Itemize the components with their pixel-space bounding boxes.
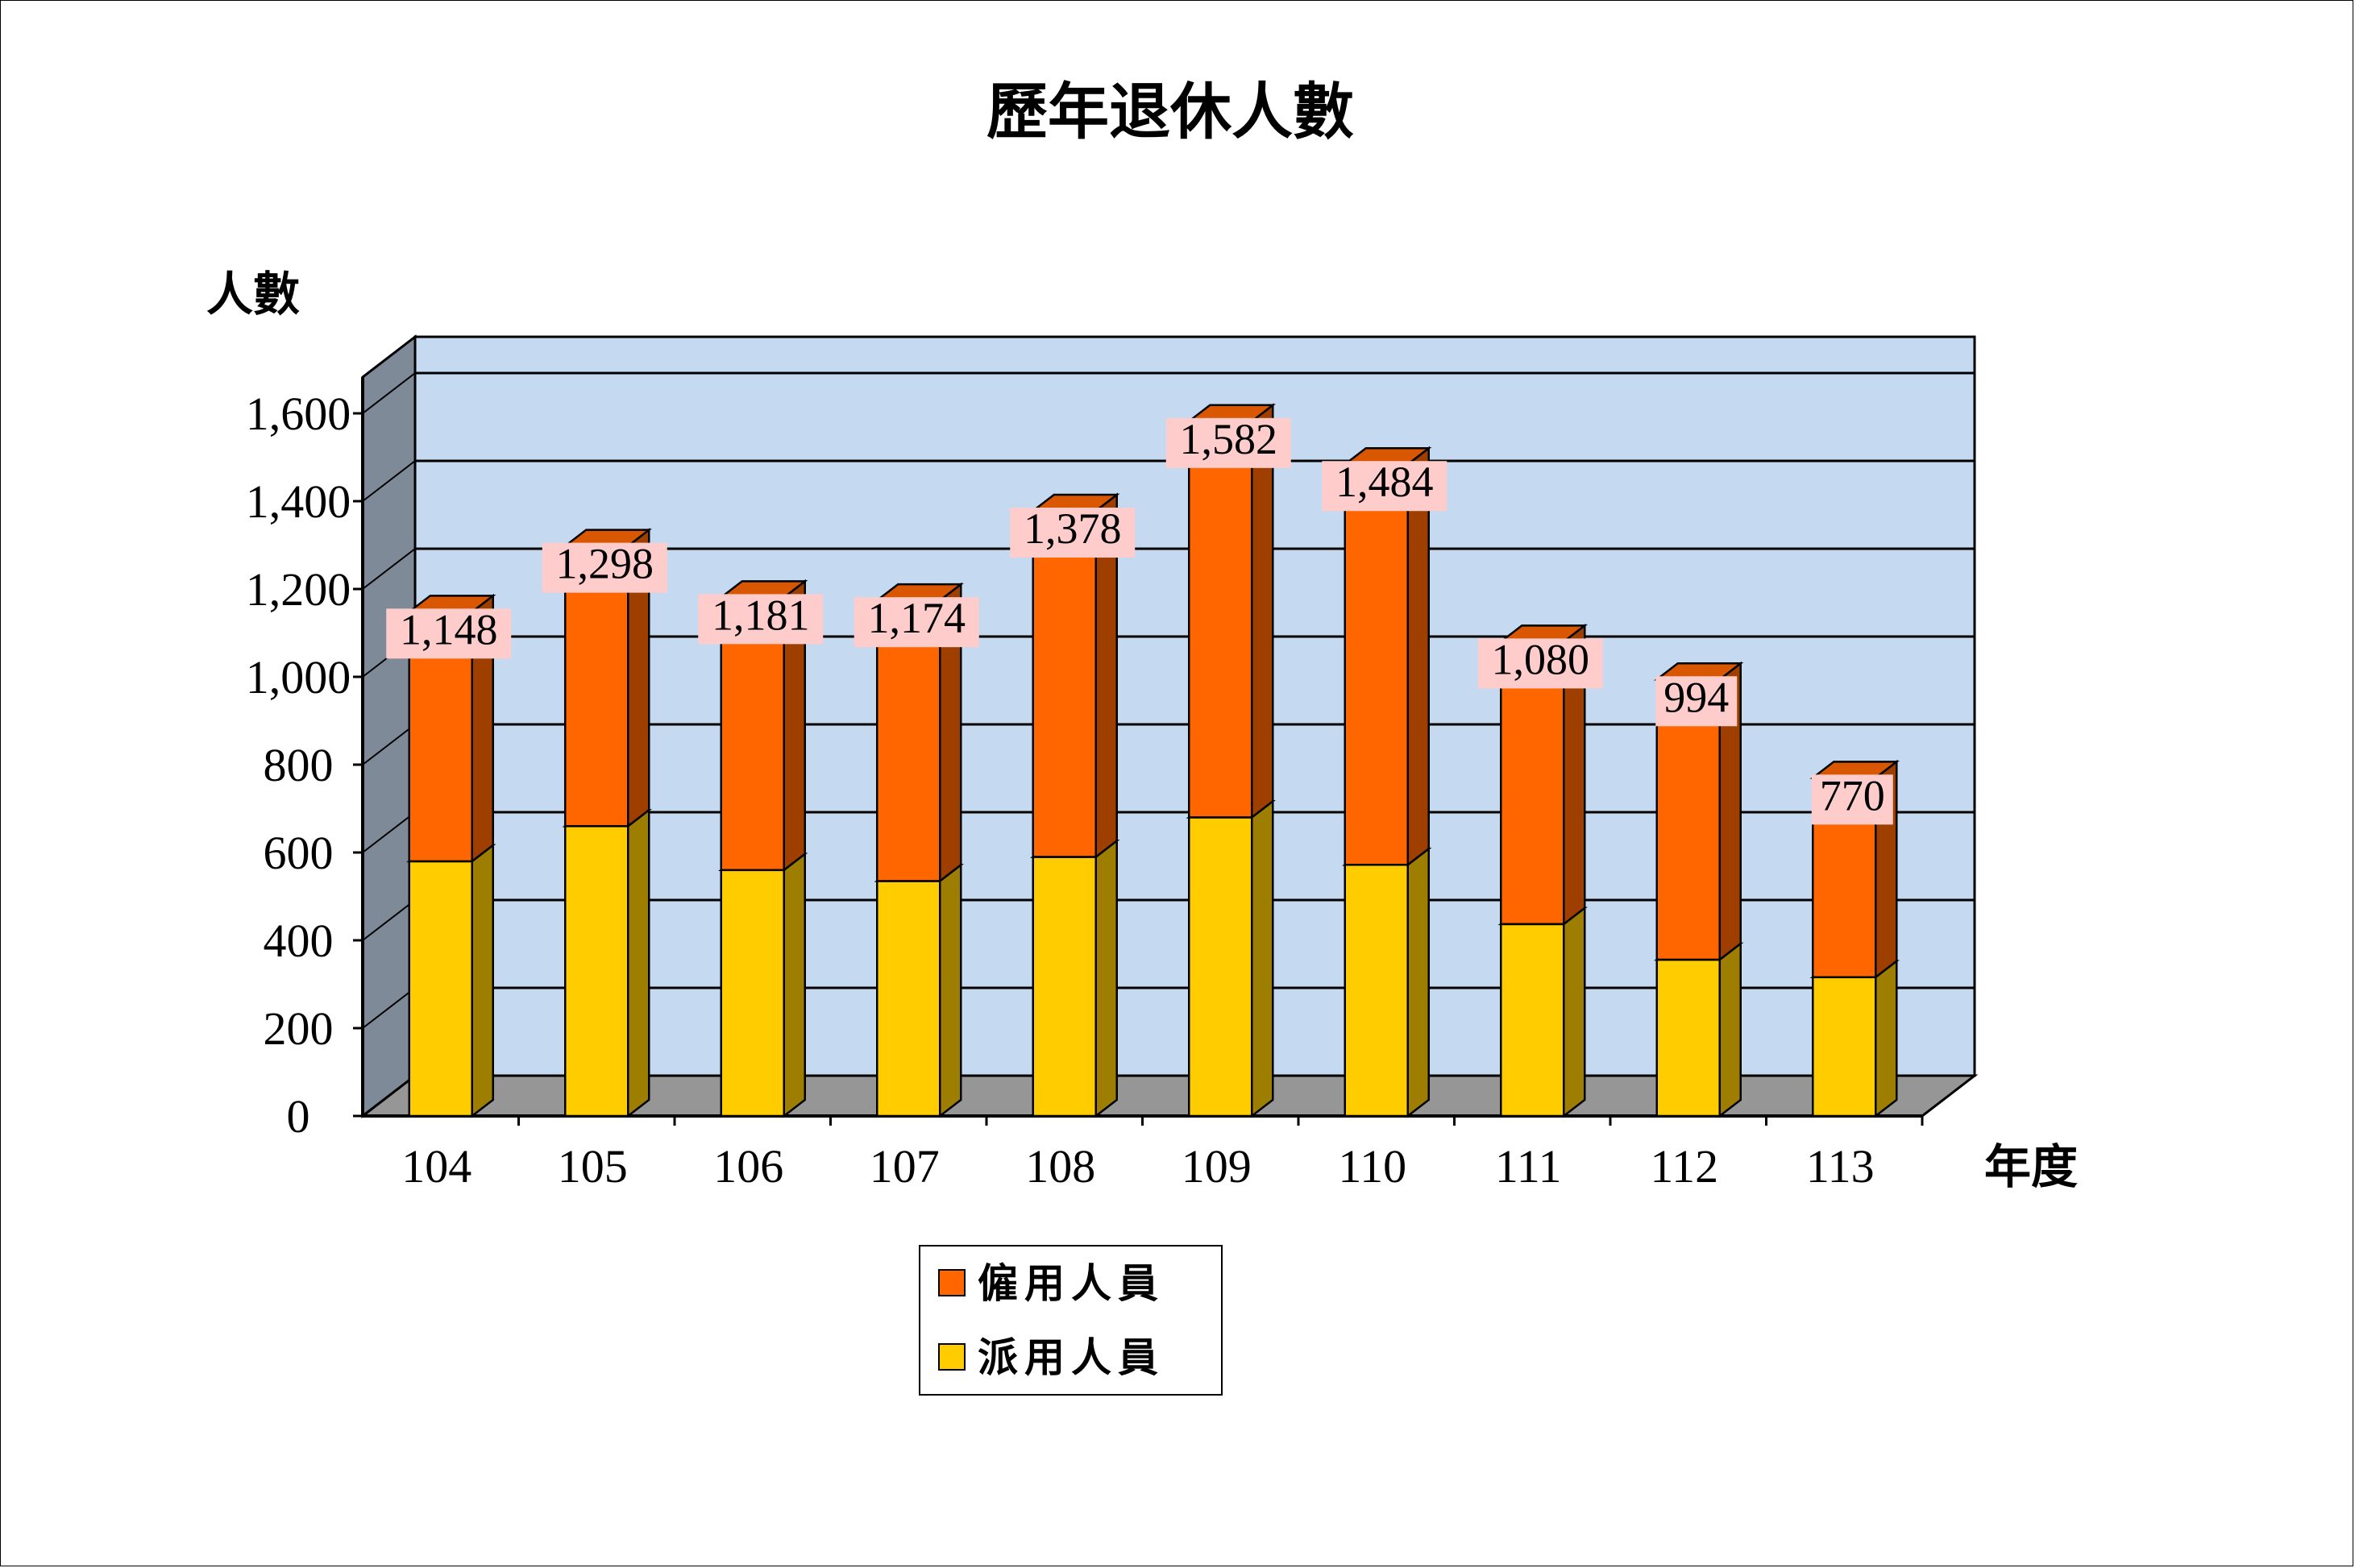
legend-label: 僱用人員 [978, 1259, 1165, 1307]
y-tick-label: 800 [264, 739, 334, 791]
y-tick-label: 400 [264, 915, 334, 967]
bar-side [1094, 838, 1118, 1118]
bar [1188, 420, 1253, 819]
x-axis-label: 年度 [1984, 1139, 2078, 1194]
x-tick-label: 107 [870, 1140, 940, 1193]
bar [1188, 816, 1253, 1118]
chart-title: 歷年退休人數 [986, 76, 1354, 147]
data-label: 770 [1820, 771, 1885, 819]
x-tick-label: 108 [1025, 1140, 1095, 1193]
data-label: 1,484 [1335, 458, 1434, 506]
bar [1344, 864, 1409, 1118]
legend-box [919, 1245, 1223, 1396]
bar-side [1718, 941, 1742, 1118]
gridline-side [362, 899, 416, 941]
gridline-side [362, 548, 416, 590]
gridline-side [362, 372, 416, 414]
bar-side [627, 807, 650, 1118]
x-tick-label: 105 [558, 1140, 628, 1193]
plot-area: 0 200 400 600 800 1,000 1,200 1,400 1,600 104 1,14… [246, 334, 1979, 1193]
x-tick-label: 104 [401, 1140, 471, 1193]
bar [720, 869, 785, 1118]
bar-side [1406, 846, 1430, 1118]
bar [408, 860, 473, 1118]
bar [1500, 641, 1565, 926]
bar [564, 825, 629, 1118]
x-tick-label: 109 [1182, 1140, 1252, 1193]
bar-side [783, 852, 806, 1118]
gridline-side [362, 460, 416, 502]
bar-side [1563, 906, 1586, 1118]
legend-swatch [938, 1343, 966, 1371]
bar [1032, 856, 1097, 1118]
x-tick-label: 110 [1338, 1140, 1406, 1193]
y-tick-label: 200 [264, 1002, 334, 1055]
data-label-bg [698, 594, 824, 645]
side-wall [361, 334, 417, 1119]
data-label-bg [854, 597, 979, 648]
data-label: 1,378 [1024, 504, 1122, 553]
y-tick-label: 1,200 [246, 563, 351, 616]
data-label-bg [1811, 774, 1893, 825]
data-label-bg [1655, 676, 1738, 727]
data-label: 994 [1663, 673, 1729, 721]
data-label-bg [1477, 638, 1603, 689]
gridline-side [362, 724, 416, 765]
bar [1344, 463, 1409, 866]
bar [1812, 976, 1877, 1118]
y-tick-label: 600 [264, 827, 334, 879]
bar-side [471, 843, 494, 1118]
x-tick-label: 111 [1495, 1140, 1562, 1193]
data-label: 1,181 [712, 591, 810, 639]
gridline-side [362, 987, 416, 1029]
data-label: 1,080 [1492, 635, 1590, 683]
data-label: 1,148 [400, 605, 498, 653]
gridline-side [362, 811, 416, 853]
data-label-bg [1322, 461, 1447, 512]
data-label: 1,174 [868, 594, 966, 642]
bar [876, 880, 941, 1118]
y-tick-label: 0 [287, 1090, 310, 1143]
bar [1032, 509, 1097, 858]
y-tick-label: 1,000 [246, 651, 351, 703]
x-tick-label: 113 [1806, 1140, 1875, 1193]
bar-side [1251, 799, 1274, 1118]
bar [1655, 958, 1721, 1118]
x-tick-label: 112 [1650, 1140, 1718, 1193]
data-label-bg [1010, 507, 1136, 558]
x-tick-label: 106 [713, 1140, 783, 1193]
data-label-bg [542, 542, 667, 593]
bar [1500, 923, 1565, 1118]
data-label-bg [386, 608, 512, 659]
y-tick-label: 1,400 [246, 475, 351, 528]
bar-side [1875, 959, 1898, 1118]
data-label: 1,298 [556, 540, 654, 588]
data-label: 1,582 [1180, 415, 1278, 463]
bar [876, 599, 941, 882]
bar-side [939, 862, 962, 1118]
y-tick-label: 1,600 [246, 388, 351, 440]
legend-swatch [938, 1269, 966, 1296]
y-axis-label: 人數 [206, 267, 300, 321]
legend-label: 派用人員 [978, 1334, 1165, 1381]
data-label-bg [1165, 417, 1291, 468]
